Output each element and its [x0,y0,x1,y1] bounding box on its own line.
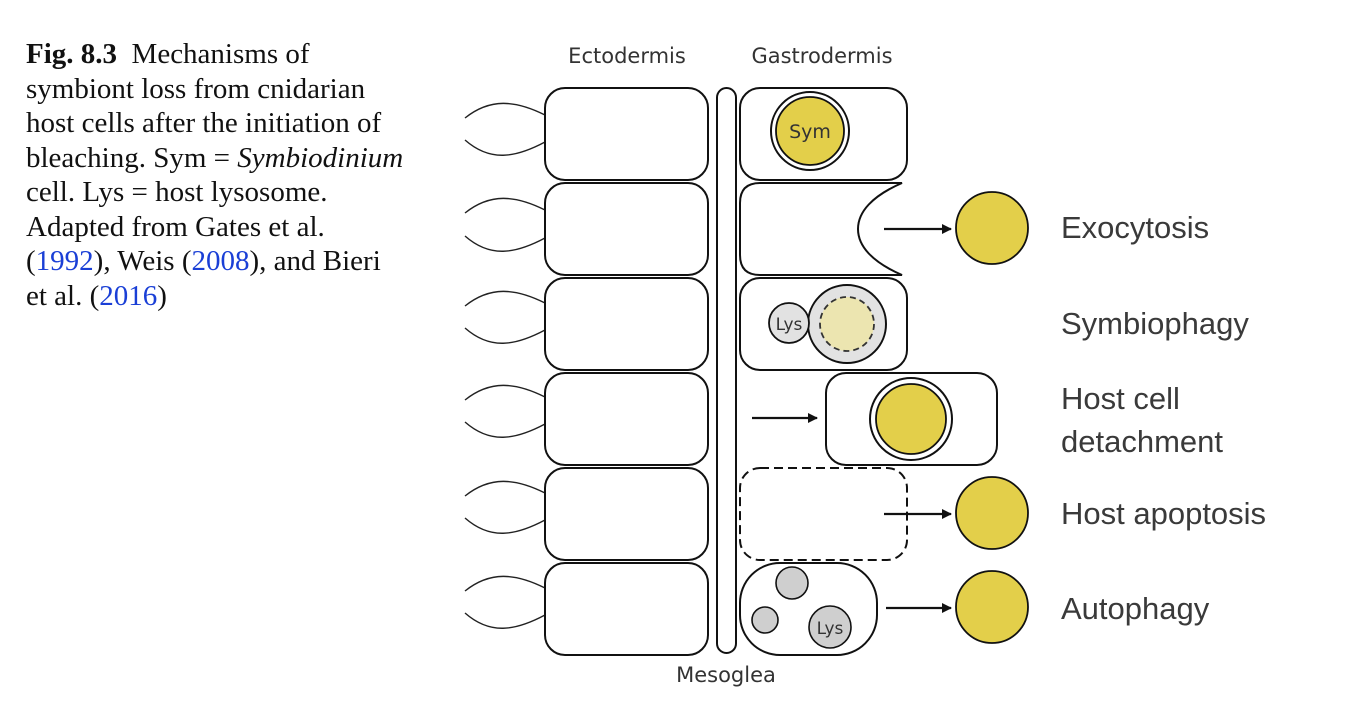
lysosome-symbiophagy [768,302,810,344]
caption-text-4: ), and Bieri et al. ( [26,245,381,312]
ectodermis-cell [544,372,709,466]
ectodermis-cell [544,87,709,181]
degrading-symbiont [819,296,875,352]
flagellum [464,517,546,534]
ectodermis-cell [544,182,709,276]
flagellum [464,421,546,438]
flagellum [464,384,546,401]
lysosome-small [751,606,779,634]
caption-italic-term: Symbiodinium [237,141,404,174]
mechanism-label-symbiophagy: Symbiophagy [1061,306,1249,341]
mechanism-label-host-apoptosis: Host apoptosis [1061,496,1266,531]
caption-text-3: ), Weis ( [93,245,192,277]
lys-label-symbiophagy: Lys [776,315,803,335]
mesoglea-label: Mesoglea [676,663,776,687]
flagellum [464,480,546,497]
flagellum [464,102,546,119]
flagellum [464,575,546,592]
symbiont-detached [875,383,947,455]
caption-text-5: ) [157,279,167,312]
caption-text-2: cell. Lys = host lysosome. Adapted from … [26,176,328,277]
flagella-group [464,102,546,629]
figure-label: Fig. 8.3 [26,38,118,70]
figure-caption: Fig. 8.3 Mechanisms of symbiont loss fro… [26,37,406,313]
flagellum [464,139,546,156]
mesoglea-layer [716,87,737,654]
reference-link-1992[interactable]: 1992 [35,245,94,277]
mechanism-label-detachment: detachment [1061,424,1223,459]
ectodermis-cell [544,562,709,656]
expelled-symbiont-exocytosis [955,191,1029,265]
released-symbiont-autophagy [955,570,1029,644]
flagellum [464,197,546,214]
gastrodermis-cell-exocytosis [739,182,903,276]
ectodermis-layer [544,87,709,656]
reference-link-2016[interactable]: 2016 [99,279,158,312]
flagellum [464,235,546,252]
flagellum [464,327,546,344]
flagellum [464,612,546,629]
gastrodermis-label: Gastrodermis [751,44,892,68]
caption-text-1: Mechanisms of symbiont loss from cnidari… [26,38,382,174]
reference-link-2008[interactable]: 2008 [191,245,250,277]
mechanism-label-exocytosis: Exocytosis [1061,210,1209,245]
lys-label-autophagy: Lys [817,619,844,639]
ectodermis-label: Ectodermis [568,44,686,68]
released-symbiont-apoptosis [955,476,1029,550]
flagellum [464,290,546,307]
ectodermis-cell [544,277,709,371]
apoptotic-host-cell [739,467,908,561]
lysosome-small [775,566,809,600]
mechanism-label-autophagy: Autophagy [1061,591,1210,626]
lysosome-autophagy [808,605,852,649]
ectodermis-cell [544,467,709,561]
mechanism-label-host-cell: Host cell [1061,381,1180,416]
symbiont-cell [775,96,845,166]
sym-label: Sym [789,121,831,143]
